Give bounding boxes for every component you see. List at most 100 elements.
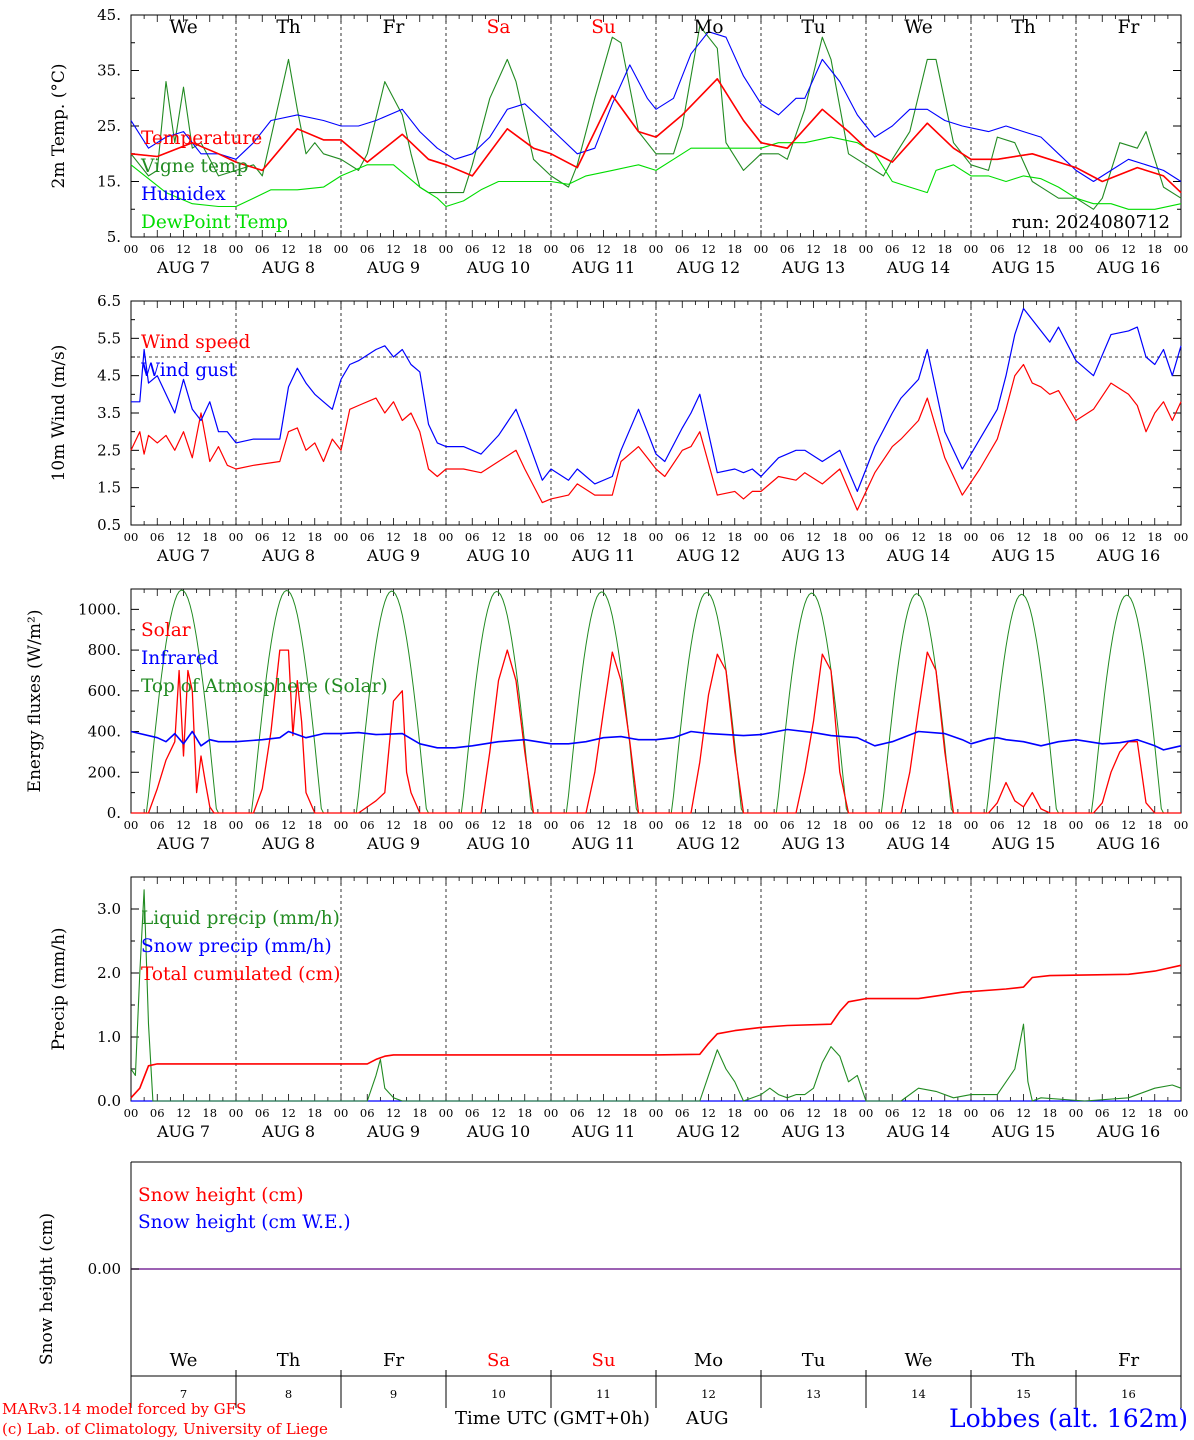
date-label: AUG 12 — [676, 258, 740, 277]
date-label: AUG 11 — [571, 546, 635, 565]
series-temperature-main — [130, 78, 1182, 194]
weekday-label: Sa — [487, 17, 511, 38]
hour-tick-label: 12 — [701, 530, 716, 544]
date-label: AUG 11 — [571, 258, 635, 277]
date-label: AUG 9 — [366, 834, 420, 853]
legend-item: Vigne temp — [140, 156, 248, 177]
weekday-label: Fr — [1118, 17, 1140, 38]
hour-tick-label: 00 — [544, 1106, 559, 1120]
hour-tick-label: 12 — [491, 1106, 506, 1120]
hour-tick-label: 12 — [176, 242, 191, 256]
hour-tick-label: 12 — [281, 818, 296, 832]
legend-item: Liquid precip (mm/h) — [141, 908, 340, 929]
hour-tick-label: 12 — [1121, 530, 1136, 544]
legend-item: Snow height (cm) — [138, 1185, 304, 1206]
hour-tick-label: 12 — [491, 530, 506, 544]
hour-tick-label: 06 — [465, 818, 480, 832]
y-tick-label: 35. — [97, 62, 121, 80]
hour-tick-label: 18 — [307, 818, 322, 832]
hour-tick-label: 18 — [202, 818, 217, 832]
panel-4: 00 06 12 18 00 06 12 18 00 06 12 18 00 06 12 18 00 06 12 18… — [49, 876, 1188, 1141]
legend-item: Snow precip (mm/h) — [141, 936, 332, 957]
hour-tick-label: 06 — [675, 242, 690, 256]
legend-item: Temperature — [141, 128, 262, 149]
y-tick-label: 200. — [88, 763, 121, 781]
hour-tick-label: 00 — [964, 530, 979, 544]
date-label: AUG 13 — [781, 1122, 845, 1141]
hour-tick-label: 00 — [649, 530, 664, 544]
y-tick-label: 6.5 — [97, 292, 121, 310]
hour-tick-label: 18 — [517, 818, 532, 832]
hour-tick-label: 18 — [1042, 1106, 1057, 1120]
hour-tick-label: 00 — [544, 530, 559, 544]
hour-tick-label: 12 — [596, 530, 611, 544]
y-tick-label: 0.00 — [88, 1260, 121, 1278]
hour-tick-label: 12 — [491, 818, 506, 832]
weekday-label: Mo — [693, 17, 723, 38]
date-label: AUG 8 — [261, 1122, 315, 1141]
day-number: 9 — [390, 1387, 397, 1401]
station-label: Lobbes (alt. 162m) — [949, 1404, 1188, 1433]
day-number: 8 — [285, 1387, 292, 1401]
hour-tick-label: 06 — [255, 242, 270, 256]
hour-tick-label: 06 — [675, 1106, 690, 1120]
date-label: AUG 11 — [571, 1122, 635, 1141]
legend-item: Top of Atmosphere (Solar) — [141, 676, 388, 697]
hour-tick-label: 06 — [990, 242, 1005, 256]
hour-tick-label: 06 — [885, 818, 900, 832]
legend-item: Total cumulated (cm) — [141, 964, 340, 985]
hour-tick-label: 00 — [229, 530, 244, 544]
hour-tick-label: 06 — [1095, 1106, 1110, 1120]
day-number: 11 — [596, 1387, 611, 1401]
hour-tick-label: 00 — [124, 242, 139, 256]
hour-tick-label: 00 — [544, 818, 559, 832]
hour-tick-label: 06 — [885, 1106, 900, 1120]
hour-tick-label: 18 — [1147, 1106, 1162, 1120]
hour-tick-label: 18 — [937, 1106, 952, 1120]
hour-tick-label: 00 — [1069, 1106, 1084, 1120]
hour-tick-label: 06 — [360, 530, 375, 544]
date-label: AUG 14 — [886, 1122, 950, 1141]
hour-tick-label: 00 — [649, 818, 664, 832]
hour-tick-label: 12 — [806, 242, 821, 256]
legend-item: Solar — [141, 620, 191, 641]
hour-tick-label: 00 — [859, 1106, 874, 1120]
hour-tick-label: 12 — [596, 1106, 611, 1120]
date-label: AUG 10 — [466, 258, 530, 277]
date-label: AUG 11 — [571, 834, 635, 853]
y-tick-label: 0.0 — [97, 1092, 121, 1110]
date-label: AUG 14 — [886, 258, 950, 277]
hour-tick-label: 06 — [360, 1106, 375, 1120]
weekday-label: Fr — [383, 17, 405, 38]
hour-tick-label: 12 — [911, 1106, 926, 1120]
series-wind-gust — [131, 307, 1182, 492]
weekday-label: Th — [276, 17, 300, 38]
date-label: AUG 16 — [1096, 1122, 1160, 1141]
date-label: AUG 7 — [156, 834, 210, 853]
hour-tick-label: 00 — [439, 1106, 454, 1120]
run-label: run: 2024080712 — [1012, 212, 1170, 233]
hour-tick-label: 00 — [754, 818, 769, 832]
hour-tick-label: 06 — [780, 530, 795, 544]
day-number: 7 — [180, 1387, 187, 1401]
hour-tick-label: 12 — [701, 818, 716, 832]
hour-tick-label: 18 — [202, 530, 217, 544]
hour-tick-label: 06 — [780, 818, 795, 832]
hour-tick-label: 06 — [780, 242, 795, 256]
hour-tick-label: 00 — [754, 242, 769, 256]
hour-tick-label: 00 — [1069, 242, 1084, 256]
day-number: 10 — [491, 1387, 506, 1401]
hour-tick-label: 18 — [727, 530, 742, 544]
day-number: 16 — [1121, 1387, 1136, 1401]
weekday-label: We — [905, 1350, 933, 1371]
weekday-label: Th — [1012, 1350, 1036, 1371]
hour-tick-label: 06 — [1095, 530, 1110, 544]
hour-tick-label: 18 — [1042, 818, 1057, 832]
y-tick-label: 4.5 — [97, 367, 121, 385]
weekday-label: Fr — [383, 1350, 404, 1371]
date-label: AUG 16 — [1096, 546, 1160, 565]
hour-tick-label: 12 — [176, 1106, 191, 1120]
hour-tick-label: 06 — [150, 1106, 165, 1120]
series-wind-speed — [130, 363, 1182, 511]
hour-tick-label: 18 — [727, 1106, 742, 1120]
